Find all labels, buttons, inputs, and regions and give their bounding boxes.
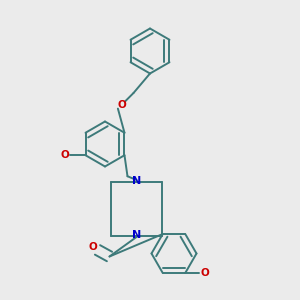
Text: O: O <box>88 242 98 253</box>
Text: N: N <box>132 176 141 187</box>
Text: N: N <box>132 230 141 241</box>
Text: O: O <box>117 100 126 110</box>
Text: O: O <box>60 150 69 160</box>
Text: O: O <box>200 268 209 278</box>
